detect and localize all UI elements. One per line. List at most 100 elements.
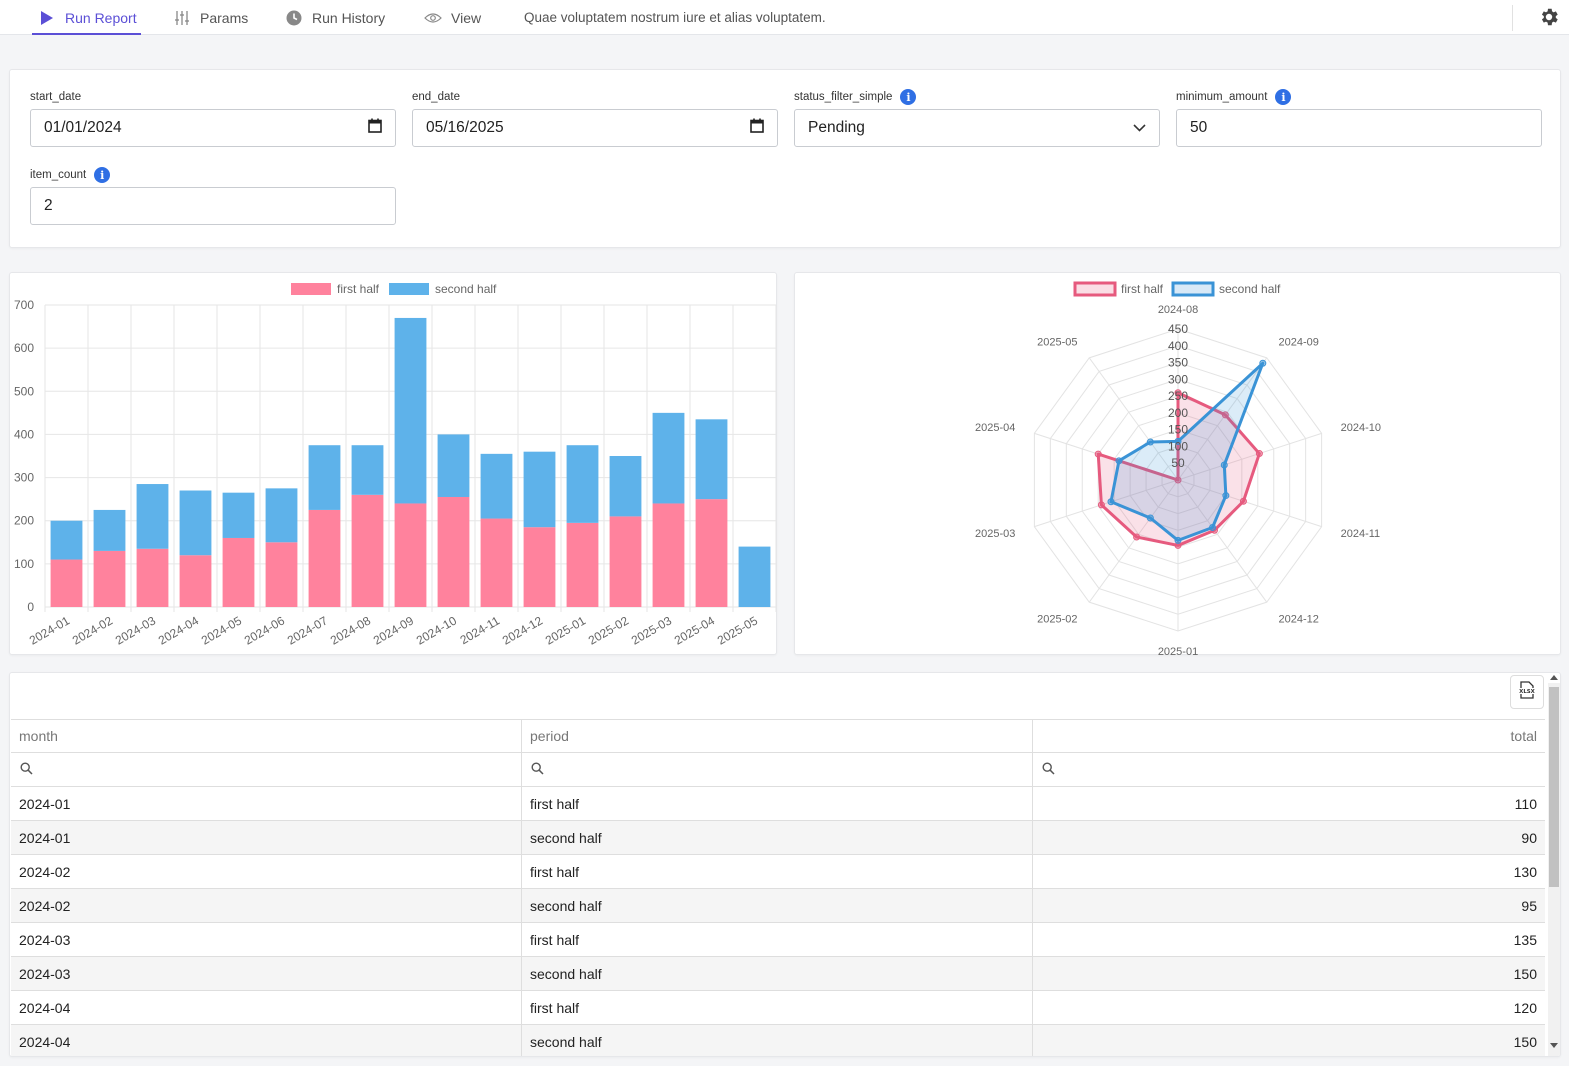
table-cell-period: second half	[522, 957, 1033, 990]
radar-axis-label: 2024-08	[1158, 304, 1198, 316]
bar-first-half	[50, 559, 83, 607]
table-row[interactable]: 2024-01 first half 110	[11, 787, 1545, 821]
tab-params[interactable]: Params	[173, 0, 248, 35]
column-header-month[interactable]: month	[11, 720, 522, 752]
bar-second-half	[480, 453, 513, 519]
table-row[interactable]: 2024-01 second half 90	[11, 821, 1545, 855]
radar-point	[1133, 533, 1141, 541]
table-row[interactable]: 2024-03 first half 135	[11, 923, 1545, 957]
x-tick-label: 2025-05	[715, 613, 760, 647]
gear-icon[interactable]	[1536, 4, 1562, 30]
radar-axis-label: 2025-05	[1037, 337, 1077, 349]
bar-second-half	[738, 546, 771, 607]
radar-axis-label: 2024-11	[1341, 528, 1381, 540]
info-icon[interactable]: i	[900, 89, 917, 105]
sliders-icon	[173, 9, 191, 27]
bar-first-half	[222, 537, 255, 607]
radar-axis-label: 2025-04	[975, 422, 1015, 434]
radar-point	[1220, 461, 1228, 469]
play-icon	[38, 9, 56, 27]
column-header-period[interactable]: period	[522, 720, 1033, 752]
radar-spoke	[1177, 479, 1268, 603]
x-tick-label: 2024-09	[371, 613, 416, 647]
clock-icon	[285, 9, 303, 27]
bar-second-half	[652, 412, 685, 504]
info-icon[interactable]: i	[1275, 89, 1292, 105]
radar-point	[1174, 536, 1182, 544]
radar-tick-label: 200	[1168, 406, 1188, 420]
bar-second-half	[695, 419, 728, 500]
radar-point	[1107, 498, 1115, 506]
tab-run-history[interactable]: Run History	[285, 0, 385, 35]
minimum-amount-field: minimum_amount i 50	[1176, 89, 1542, 147]
x-tick-label: 2024-12	[500, 613, 545, 647]
table-row[interactable]: 2024-02 first half 130	[11, 855, 1545, 889]
calendar-icon[interactable]	[368, 118, 382, 138]
table-scrollbar[interactable]	[1548, 675, 1560, 1056]
radar-axis-label: 2024-12	[1279, 613, 1319, 625]
x-tick-label: 2024-08	[328, 613, 373, 647]
end-date-value: 05/16/2025	[426, 119, 504, 136]
item-count-label: item_count	[30, 169, 87, 181]
y-tick-label: 200	[14, 514, 34, 528]
y-tick-label: 500	[14, 384, 34, 398]
total-filter-input[interactable]	[1033, 753, 1545, 786]
scroll-up-arrow-icon[interactable]	[1550, 675, 1558, 680]
xlsx-icon: XLSX	[1519, 680, 1536, 704]
minimum-amount-input[interactable]: 50	[1176, 109, 1542, 147]
end-date-input[interactable]: 05/16/2025	[412, 109, 778, 147]
start-date-value: 01/01/2024	[44, 119, 122, 136]
tab-run-report[interactable]: Run Report	[32, 0, 141, 35]
start-date-input[interactable]: 01/01/2024	[30, 109, 396, 147]
top-nav: Run Report Params Run History View Quae …	[0, 0, 1569, 35]
y-tick-label: 400	[14, 427, 34, 441]
stacked-bar-chart: 01002003004005006007002024-012024-022024…	[14, 282, 777, 648]
radar-point	[1174, 437, 1182, 445]
scroll-down-arrow-icon[interactable]	[1550, 1043, 1558, 1048]
bar-first-half	[136, 548, 169, 607]
bar-first-half	[566, 522, 599, 607]
radar-tick-label: 250	[1168, 389, 1188, 403]
table-cell-total: 120	[1513, 999, 1537, 1016]
table-cell-total: 135	[1513, 931, 1537, 948]
legend-swatch	[291, 283, 331, 295]
status-filter-label: status_filter_simple	[794, 91, 893, 103]
x-tick-label: 2024-07	[285, 613, 330, 647]
minimum-amount-value: 50	[1190, 119, 1208, 136]
table-row[interactable]: 2024-03 second half 150	[11, 957, 1545, 991]
table-row[interactable]: 2024-04 second half 150	[11, 1025, 1545, 1056]
legend-label: first half	[337, 282, 380, 296]
bar-first-half	[609, 516, 642, 607]
table-cell-period: first half	[522, 923, 1033, 956]
bar-first-half	[308, 509, 341, 607]
calendar-icon[interactable]	[750, 118, 764, 138]
search-icon	[1042, 761, 1055, 778]
radar-tick-label: 300	[1168, 372, 1188, 386]
tab-view[interactable]: View	[424, 0, 481, 35]
eye-icon	[424, 9, 442, 27]
tab-label: Run History	[312, 9, 386, 26]
export-xlsx-button[interactable]: XLSX	[1510, 675, 1544, 709]
item-count-input[interactable]: 2	[30, 187, 396, 225]
month-filter-input[interactable]	[11, 753, 522, 786]
table-row[interactable]: 2024-02 second half 95	[11, 889, 1545, 923]
x-tick-label: 2024-02	[70, 613, 115, 647]
bar-first-half	[437, 496, 470, 607]
radar-point	[1222, 492, 1230, 500]
scrollbar-thumb[interactable]	[1549, 687, 1559, 887]
info-icon[interactable]: i	[94, 167, 111, 183]
table-row[interactable]: 2024-04 first half 120	[11, 991, 1545, 1025]
table-cell-total: 150	[1513, 965, 1537, 982]
period-filter-input[interactable]	[522, 753, 1033, 786]
minimum-amount-label: minimum_amount	[1176, 91, 1268, 103]
status-filter-select[interactable]: Pending	[794, 109, 1160, 147]
svg-text:XLSX: XLSX	[1519, 689, 1535, 695]
chevron-down-icon	[1133, 119, 1146, 137]
bar-second-half	[523, 451, 556, 528]
radar-spoke	[1177, 357, 1268, 481]
item-count-value: 2	[44, 197, 53, 214]
status-filter-value: Pending	[808, 119, 865, 136]
column-header-total[interactable]: total	[1510, 728, 1537, 744]
table-cell-month: 2024-04	[11, 1025, 522, 1056]
radar-point	[1115, 457, 1123, 465]
